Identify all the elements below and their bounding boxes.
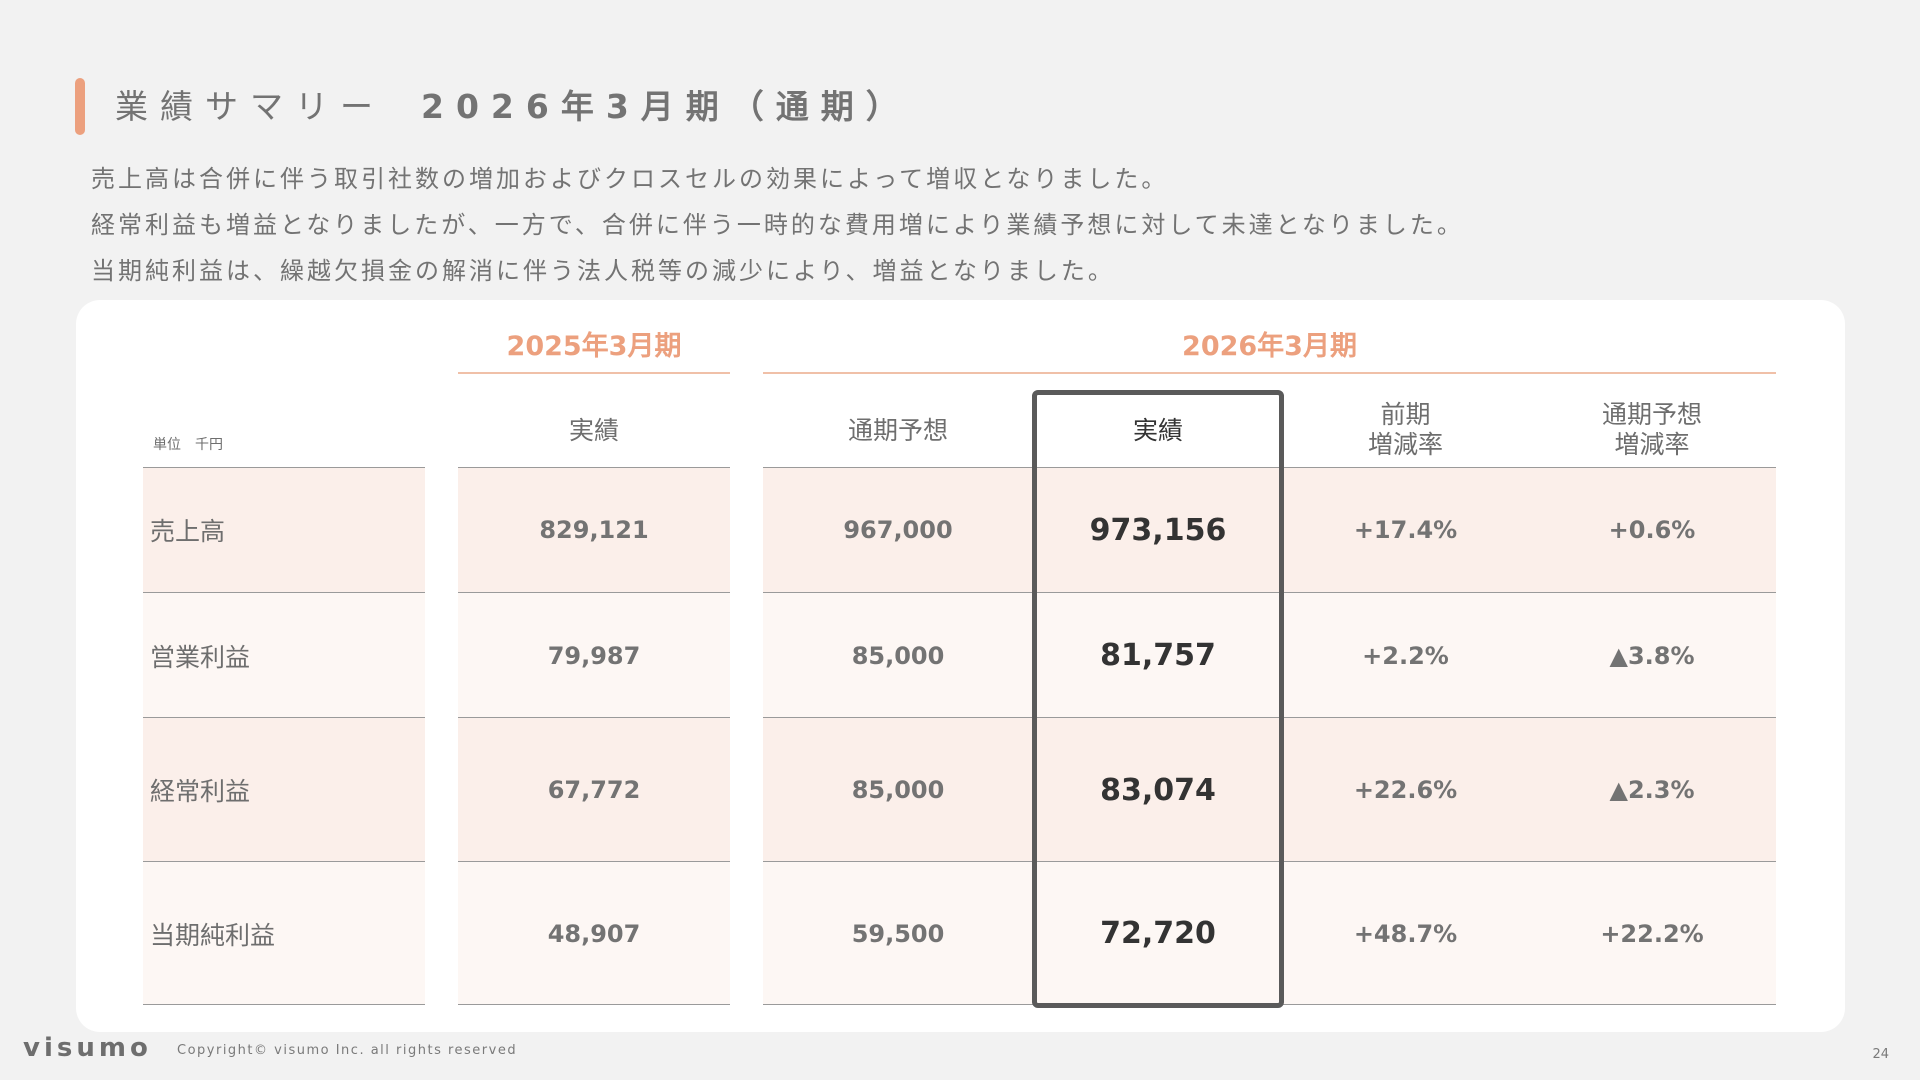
title-accent-bar — [75, 78, 85, 135]
table-row — [458, 467, 730, 593]
column-header-forecast: 通期予想 — [847, 416, 948, 445]
table-row — [763, 862, 1776, 1005]
cell-operating-yoy: +2.2% — [1362, 641, 1449, 670]
column-header-yoy: 前期 増減率 — [1283, 400, 1528, 460]
cell-net-actual-2025: 48,907 — [547, 919, 641, 948]
cell-net-yoy: +48.7% — [1353, 919, 1458, 948]
description-line: 経常利益も増益となりましたが、一方で、合併に伴う一時的な費用増により業績予想に対… — [91, 211, 1464, 239]
column-header-vs-forecast-line: 通期予想 — [1601, 400, 1702, 429]
year-underline-2025 — [458, 372, 730, 374]
table-row — [143, 862, 425, 1005]
cell-ordinary-actual-2025: 67,772 — [547, 776, 641, 804]
cell-net-forecast: 59,500 — [851, 919, 945, 948]
cell-operating-vs-forecast: ▲3.8% — [1609, 641, 1695, 670]
table-row — [458, 593, 730, 718]
cell-ordinary-actual-2026: 83,074 — [1100, 772, 1216, 808]
cell-revenue-yoy: +17.4% — [1353, 516, 1458, 544]
description-line: 売上高は合併に伴う取引社数の増加およびクロスセルの効果によって増収となりました。 — [91, 165, 1169, 193]
unit-label: 単位 千円 — [153, 437, 223, 453]
title-main: 業績サマリー — [115, 87, 385, 126]
table-row — [763, 593, 1776, 718]
description: 売上高は合併に伴う取引社数の増加およびクロスセルの効果によって増収となりました。… — [91, 156, 1464, 294]
year-underline-2026 — [763, 372, 1776, 374]
year-header-2025: 2025年3月期 — [506, 331, 682, 362]
year-header-2026: 2026年3月期 — [1182, 331, 1357, 362]
column-header-yoy-line: 増減率 — [1367, 430, 1443, 459]
cell-operating-forecast: 85,000 — [851, 641, 945, 670]
table-row — [763, 718, 1776, 862]
cell-revenue-actual-2025: 829,121 — [539, 516, 649, 544]
table-row — [143, 593, 425, 718]
cell-revenue-vs-forecast: +0.6% — [1608, 516, 1696, 544]
row-label-ordinary-profit: 経常利益 — [150, 777, 251, 806]
row-label-revenue: 売上高 — [150, 517, 226, 546]
cell-ordinary-vs-forecast: ▲2.3% — [1609, 776, 1695, 804]
table-row — [458, 862, 730, 1005]
column-header-actual-2025: 実績 — [568, 416, 619, 445]
page-number: 24 — [1872, 1047, 1889, 1062]
table-row — [143, 467, 425, 593]
company-logo: visumo — [23, 1033, 152, 1063]
column-header-vs-forecast: 通期予想 増減率 — [1528, 400, 1776, 460]
description-line: 当期純利益は、繰越欠損金の解消に伴う法人税等の減少により、増益となりました。 — [91, 257, 1115, 285]
title-period: 2026年3月期（通期） — [421, 87, 911, 126]
row-label-net-income: 当期純利益 — [150, 920, 276, 950]
cell-ordinary-forecast: 85,000 — [851, 776, 945, 804]
cell-revenue-actual-2026: 973,156 — [1089, 512, 1227, 548]
copyright: Copyright© visumo Inc. all rights reserv… — [177, 1043, 518, 1058]
column-header-yoy-line: 前期 — [1380, 400, 1431, 429]
cell-operating-actual-2026: 81,757 — [1100, 638, 1216, 673]
cell-net-vs-forecast: +22.2% — [1600, 919, 1704, 948]
row-label-operating-profit: 営業利益 — [150, 642, 251, 672]
page-title: 業績サマリー 2026年3月期（通期） — [115, 80, 911, 128]
column-header-vs-forecast-line: 増減率 — [1614, 430, 1690, 459]
table-row — [763, 467, 1776, 593]
table-row — [458, 718, 730, 862]
cell-net-actual-2026: 72,720 — [1100, 916, 1216, 951]
cell-ordinary-yoy: +22.6% — [1353, 776, 1458, 804]
cell-operating-actual-2025: 79,987 — [547, 641, 641, 670]
cell-revenue-forecast: 967,000 — [843, 516, 953, 544]
column-header-actual-2026: 実績 — [1132, 416, 1183, 445]
table-row — [143, 718, 425, 862]
